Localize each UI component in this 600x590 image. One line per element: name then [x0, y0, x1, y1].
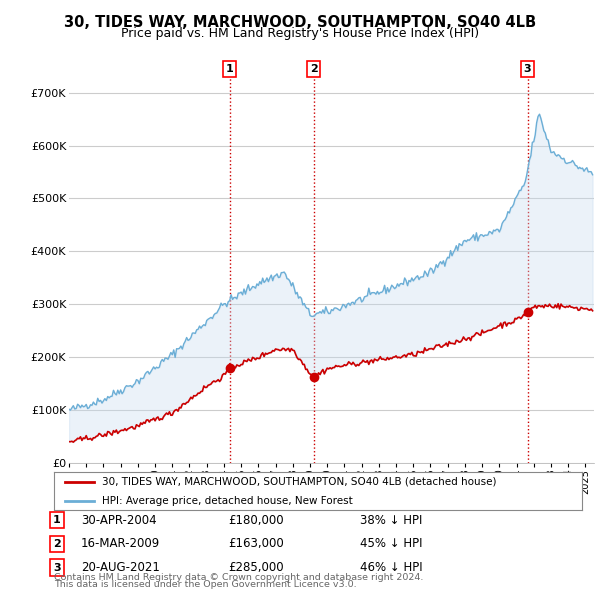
Text: 1: 1 [53, 516, 61, 525]
Text: Price paid vs. HM Land Registry's House Price Index (HPI): Price paid vs. HM Land Registry's House … [121, 27, 479, 40]
Text: 3: 3 [524, 64, 532, 74]
Text: 2: 2 [310, 64, 317, 74]
Text: £163,000: £163,000 [228, 537, 284, 550]
Text: This data is licensed under the Open Government Licence v3.0.: This data is licensed under the Open Gov… [54, 580, 356, 589]
Text: 30, TIDES WAY, MARCHWOOD, SOUTHAMPTON, SO40 4LB: 30, TIDES WAY, MARCHWOOD, SOUTHAMPTON, S… [64, 15, 536, 30]
Text: 2: 2 [53, 539, 61, 549]
Text: Contains HM Land Registry data © Crown copyright and database right 2024.: Contains HM Land Registry data © Crown c… [54, 573, 424, 582]
Text: 30, TIDES WAY, MARCHWOOD, SOUTHAMPTON, SO40 4LB (detached house): 30, TIDES WAY, MARCHWOOD, SOUTHAMPTON, S… [101, 477, 496, 487]
Text: 16-MAR-2009: 16-MAR-2009 [81, 537, 160, 550]
Text: 45% ↓ HPI: 45% ↓ HPI [360, 537, 422, 550]
Text: HPI: Average price, detached house, New Forest: HPI: Average price, detached house, New … [101, 496, 352, 506]
Text: 38% ↓ HPI: 38% ↓ HPI [360, 514, 422, 527]
Text: 30-APR-2004: 30-APR-2004 [81, 514, 157, 527]
Text: 1: 1 [226, 64, 233, 74]
Text: 20-AUG-2021: 20-AUG-2021 [81, 561, 160, 574]
Text: 3: 3 [53, 563, 61, 572]
Text: £180,000: £180,000 [228, 514, 284, 527]
Text: 46% ↓ HPI: 46% ↓ HPI [360, 561, 422, 574]
Text: £285,000: £285,000 [228, 561, 284, 574]
